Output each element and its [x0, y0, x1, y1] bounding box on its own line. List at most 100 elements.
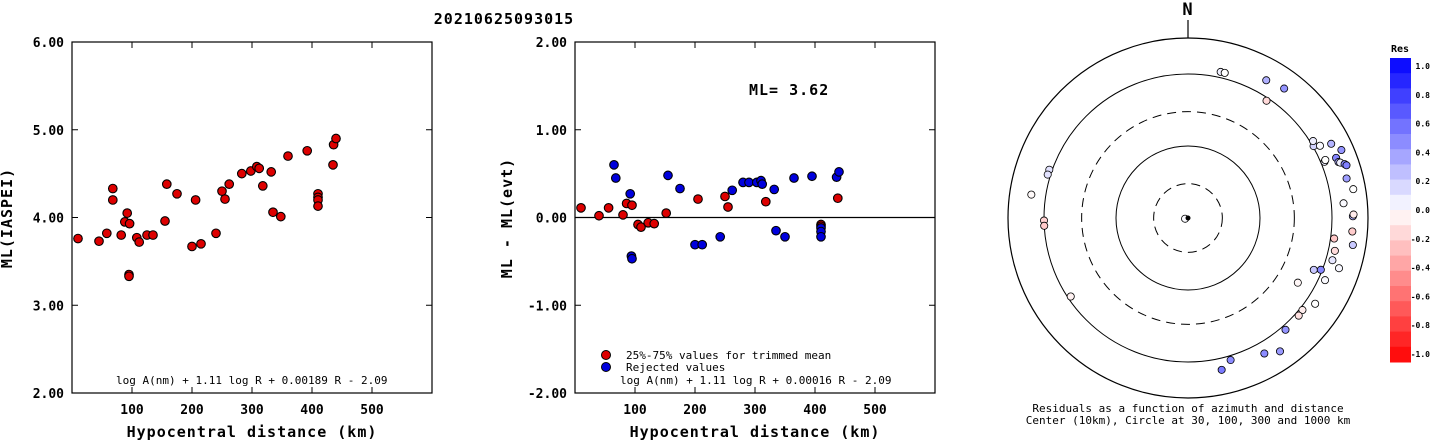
data-point: [161, 179, 172, 190]
x-tick-label: 200: [683, 403, 707, 418]
colorbar-tick-label: -0.8: [1411, 321, 1430, 330]
station-point: [1309, 265, 1318, 274]
station-point: [1311, 299, 1320, 308]
x-tick-label: 400: [803, 403, 827, 418]
data-point: [715, 231, 726, 242]
data-point: [268, 207, 278, 218]
y-tick-label: 2.00: [536, 36, 567, 51]
legend-marker-trimmed: [601, 350, 611, 360]
data-point: [107, 195, 118, 205]
station-point: [1027, 190, 1036, 199]
data-point: [116, 230, 127, 240]
colorbar-cell: [1390, 118, 1411, 135]
colorbar-tick-label: 0.0: [1416, 206, 1431, 215]
colorbar-tick-label: 1.0: [1416, 62, 1431, 71]
station-point: [1043, 170, 1052, 179]
distance-ring: [1081, 111, 1295, 325]
colorbar-cell: [1390, 240, 1411, 257]
colorbar-cell: [1390, 194, 1411, 211]
distance-ring: [1153, 183, 1223, 253]
colorbar-cell: [1390, 164, 1411, 181]
colorbar-cell: [1390, 210, 1411, 226]
station-point: [1040, 221, 1049, 230]
y-tick-label: 3.00: [33, 299, 64, 314]
colorbar-cell: [1390, 134, 1411, 150]
data-point: [283, 151, 293, 161]
colorbar-cells: [1390, 58, 1411, 363]
data-point: [124, 271, 134, 282]
residual-vs-distance-chart: 100 200 300 400 500 -2.00 -1.00 0.00 1.00 2.00 ML…: [498, 36, 936, 441]
data-point: [789, 173, 799, 183]
y-tick-label: 5.00: [33, 124, 64, 139]
data-point: [807, 171, 817, 182]
data-point: [257, 181, 268, 191]
colorbar-cell: [1390, 346, 1411, 363]
station-point: [1280, 84, 1289, 93]
y-tick-label: 2.00: [33, 387, 64, 402]
epicenter-marker: [1185, 215, 1191, 221]
legend-marker-rejected: [601, 362, 611, 372]
colorbar-tick-label: 0.2: [1416, 177, 1431, 186]
station-point: [1339, 199, 1348, 208]
colorbar-cell: [1390, 270, 1411, 287]
station-point: [1275, 347, 1284, 356]
colorbar-cell: [1390, 301, 1411, 317]
colorbar-title: Res: [1391, 44, 1409, 55]
distance-ring: [1115, 145, 1261, 291]
colorbar-cell: [1390, 331, 1411, 348]
caption-line-1: Residuals as a function of azimuth and d…: [1032, 402, 1343, 415]
colorbar-tick-label: -0.2: [1411, 235, 1430, 244]
data-point: [124, 218, 135, 229]
legend-label-rejected: Rejected values: [626, 361, 725, 374]
colorbar-cell: [1390, 58, 1411, 74]
x-tick-label: 500: [360, 403, 384, 418]
axis-ticks: 100 200 300 400 500 -2.00 -1.00 0.00 1.00 2.00: [528, 36, 935, 418]
data-point: [94, 236, 104, 247]
x-tick-label: 100: [623, 403, 647, 418]
colorbar-cell: [1390, 225, 1411, 241]
station-point: [1066, 292, 1075, 301]
station-point: [1226, 356, 1235, 365]
colorbar-cell: [1390, 149, 1411, 165]
data-point: [720, 191, 730, 202]
station-point: [1217, 365, 1226, 374]
colorbar-tick-label: -0.4: [1411, 264, 1430, 273]
colorbar-tick-label: 0.6: [1416, 120, 1431, 129]
y-tick-label: 4.00: [33, 212, 64, 227]
station-point: [1220, 68, 1229, 77]
x-tick-label: 100: [120, 403, 144, 418]
data-points: [576, 160, 844, 264]
data-point: [636, 222, 646, 233]
data-point: [693, 194, 703, 204]
colorbar-cell: [1390, 88, 1411, 105]
data-point: [172, 188, 182, 199]
data-point: [196, 238, 206, 249]
station-point: [1342, 174, 1351, 183]
data-point: [727, 185, 738, 196]
data-point: [760, 196, 771, 207]
y-tick-label: -2.00: [528, 387, 567, 402]
colorbar-cell: [1390, 103, 1411, 120]
x-tick-label: 500: [863, 403, 887, 418]
caption-line-2: Center (10km), Circle at 30, 100, 300 an…: [1026, 414, 1351, 427]
formula-text: log A(nm) + 1.11 log R + 0.00189 R - 2.0…: [116, 374, 388, 387]
data-point: [224, 179, 235, 190]
data-point: [220, 194, 230, 204]
data-point: [302, 145, 313, 156]
residual-colorbar: Res 1.0 0.8 0.6 0.4 0.2 0.0 -0.2 -0.4 -0.6 -0.8 -1…: [1390, 44, 1430, 363]
legend-label-trimmed: 25%-75% values for trimmed mean: [626, 349, 831, 362]
outer-ring: [1007, 37, 1369, 399]
data-point: [148, 230, 158, 240]
x-tick-label: 400: [300, 403, 324, 418]
y-tick-label: 1.00: [536, 124, 567, 139]
colorbar-cell: [1390, 73, 1411, 89]
station-point: [1298, 306, 1307, 315]
data-point: [187, 241, 197, 252]
x-axis-label: Hypocentral distance (km): [127, 423, 378, 441]
colorbar-tick-label: 0.4: [1416, 148, 1431, 157]
azimuth-residual-polar-chart: N Residuals as a function of azimuth and…: [1007, 0, 1369, 427]
data-point: [101, 228, 112, 239]
data-point: [649, 218, 660, 229]
data-point: [723, 202, 733, 212]
